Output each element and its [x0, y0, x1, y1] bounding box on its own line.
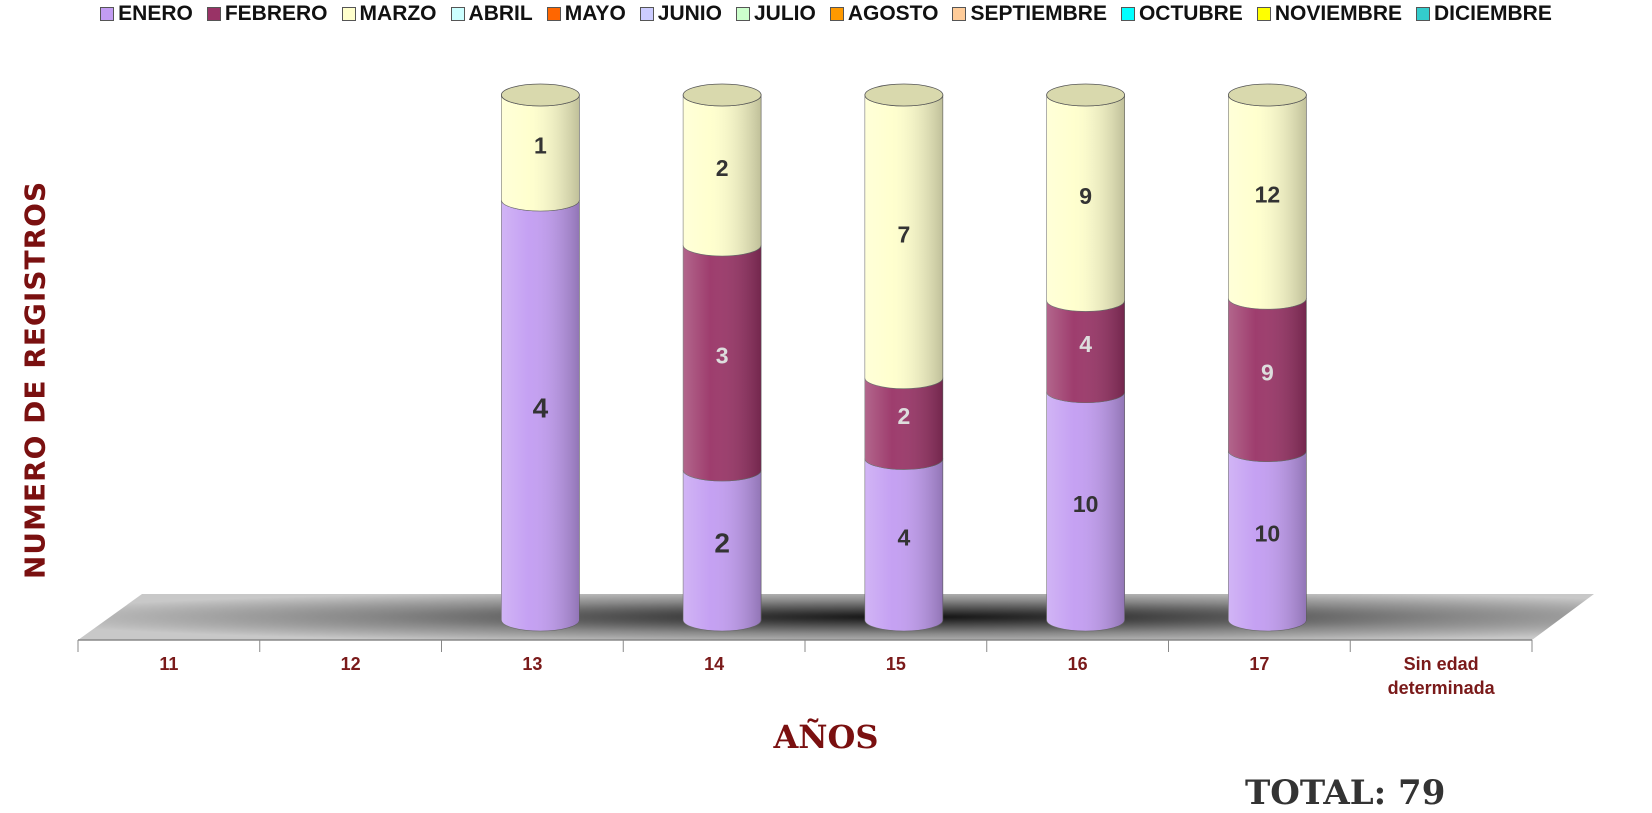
bar-shade	[864, 458, 943, 632]
bar-shade	[864, 95, 943, 389]
data-label: 4	[533, 392, 549, 423]
x-tick-label: 17	[1249, 654, 1270, 674]
legend-item: NOVIEMBRE	[1256, 2, 1402, 26]
legend-label: ENERO	[118, 2, 193, 25]
legend: ENERO FEBRERO MARZO ABRIL MAYO JUNIO JULIO AGOS…	[0, 2, 1652, 26]
legend-item: MARZO	[341, 2, 437, 26]
bar-shade	[683, 470, 762, 632]
data-label: 9	[1261, 360, 1274, 386]
x-tick-label: 15	[885, 654, 906, 674]
legend-item: MAYO	[546, 2, 626, 26]
legend-swatch	[829, 7, 844, 21]
legend-label: ABRIL	[468, 2, 533, 25]
bar-shade	[1228, 298, 1307, 462]
x-tick-label: 13	[522, 654, 543, 674]
floor	[78, 594, 1594, 640]
data-label: 10	[1073, 491, 1099, 517]
annotation: TOTAL: 79	[1245, 773, 1446, 813]
legend-label: DICIEMBRE	[1434, 2, 1552, 25]
x-tick-label: 16	[1067, 654, 1088, 674]
bar-shade	[1046, 300, 1125, 403]
legend-item: JUNIO	[639, 2, 722, 26]
data-label: 2	[714, 527, 730, 558]
legend-label: JUNIO	[657, 2, 722, 25]
legend-swatch	[1256, 7, 1271, 21]
data-label: 2	[716, 155, 729, 181]
x-tick-label: 11	[159, 654, 179, 674]
bar-shade	[501, 200, 580, 632]
data-label: 4	[1079, 331, 1092, 357]
legend-item: OCTUBRE	[1120, 2, 1243, 26]
legend-item: AGOSTO	[829, 2, 939, 26]
data-label: 1	[534, 133, 547, 159]
legend-label: NOVIEMBRE	[1274, 2, 1402, 25]
bar-shade	[683, 245, 762, 482]
y-axis-label: NUMERO DE REGISTROS	[18, 180, 52, 580]
legend-label: SEPTIEMBRE	[970, 2, 1107, 25]
bar-shade	[1228, 450, 1307, 632]
legend-item: DICIEMBRE	[1416, 2, 1552, 26]
legend-swatch	[952, 7, 967, 21]
legend-label: AGOSTO	[847, 2, 939, 25]
bar-top	[1046, 83, 1126, 107]
bar-top	[682, 83, 762, 107]
legend-item: FEBRERO	[206, 2, 328, 26]
legend-label: OCTUBRE	[1138, 2, 1243, 25]
x-axis-label: AÑOS	[773, 718, 879, 756]
legend-label: JULIO	[753, 2, 816, 25]
legend-item: ENERO	[100, 2, 193, 26]
data-label: 10	[1255, 520, 1281, 546]
legend-label: MAYO	[564, 2, 626, 25]
legend-item: ABRIL	[450, 2, 533, 26]
data-label: 4	[897, 524, 910, 550]
x-tick-label: 14	[704, 654, 725, 674]
legend-item: SEPTIEMBRE	[952, 2, 1107, 26]
legend-item: JULIO	[735, 2, 816, 26]
bar-shade	[1046, 95, 1125, 312]
legend-swatch	[735, 7, 750, 21]
legend-swatch	[1416, 7, 1430, 21]
x-tick-label: Sin edad determinada	[1387, 654, 1495, 698]
bar-shade	[864, 377, 943, 470]
legend-label: FEBRERO	[224, 2, 328, 25]
legend-swatch	[341, 7, 356, 21]
legend-label: MARZO	[359, 2, 437, 25]
legend-swatch	[639, 7, 654, 21]
legend-swatch	[546, 7, 561, 21]
legend-swatch	[100, 7, 115, 21]
bar-top	[864, 83, 944, 107]
data-label: 7	[897, 221, 910, 247]
data-label: 3	[716, 343, 729, 369]
legend-swatch	[450, 7, 465, 21]
legend-swatch	[206, 7, 221, 21]
data-label: 2	[897, 403, 910, 429]
legend-swatch	[1120, 7, 1135, 21]
data-label: 9	[1079, 183, 1092, 209]
data-label: 12	[1255, 182, 1281, 208]
bar-shade	[1228, 95, 1307, 310]
bar-shade	[1046, 391, 1125, 632]
bar-shade	[501, 95, 580, 211]
bar-shade	[683, 95, 762, 256]
x-tick-label: 12	[340, 654, 361, 674]
bar-top	[1227, 83, 1307, 107]
bar-top	[500, 83, 580, 107]
